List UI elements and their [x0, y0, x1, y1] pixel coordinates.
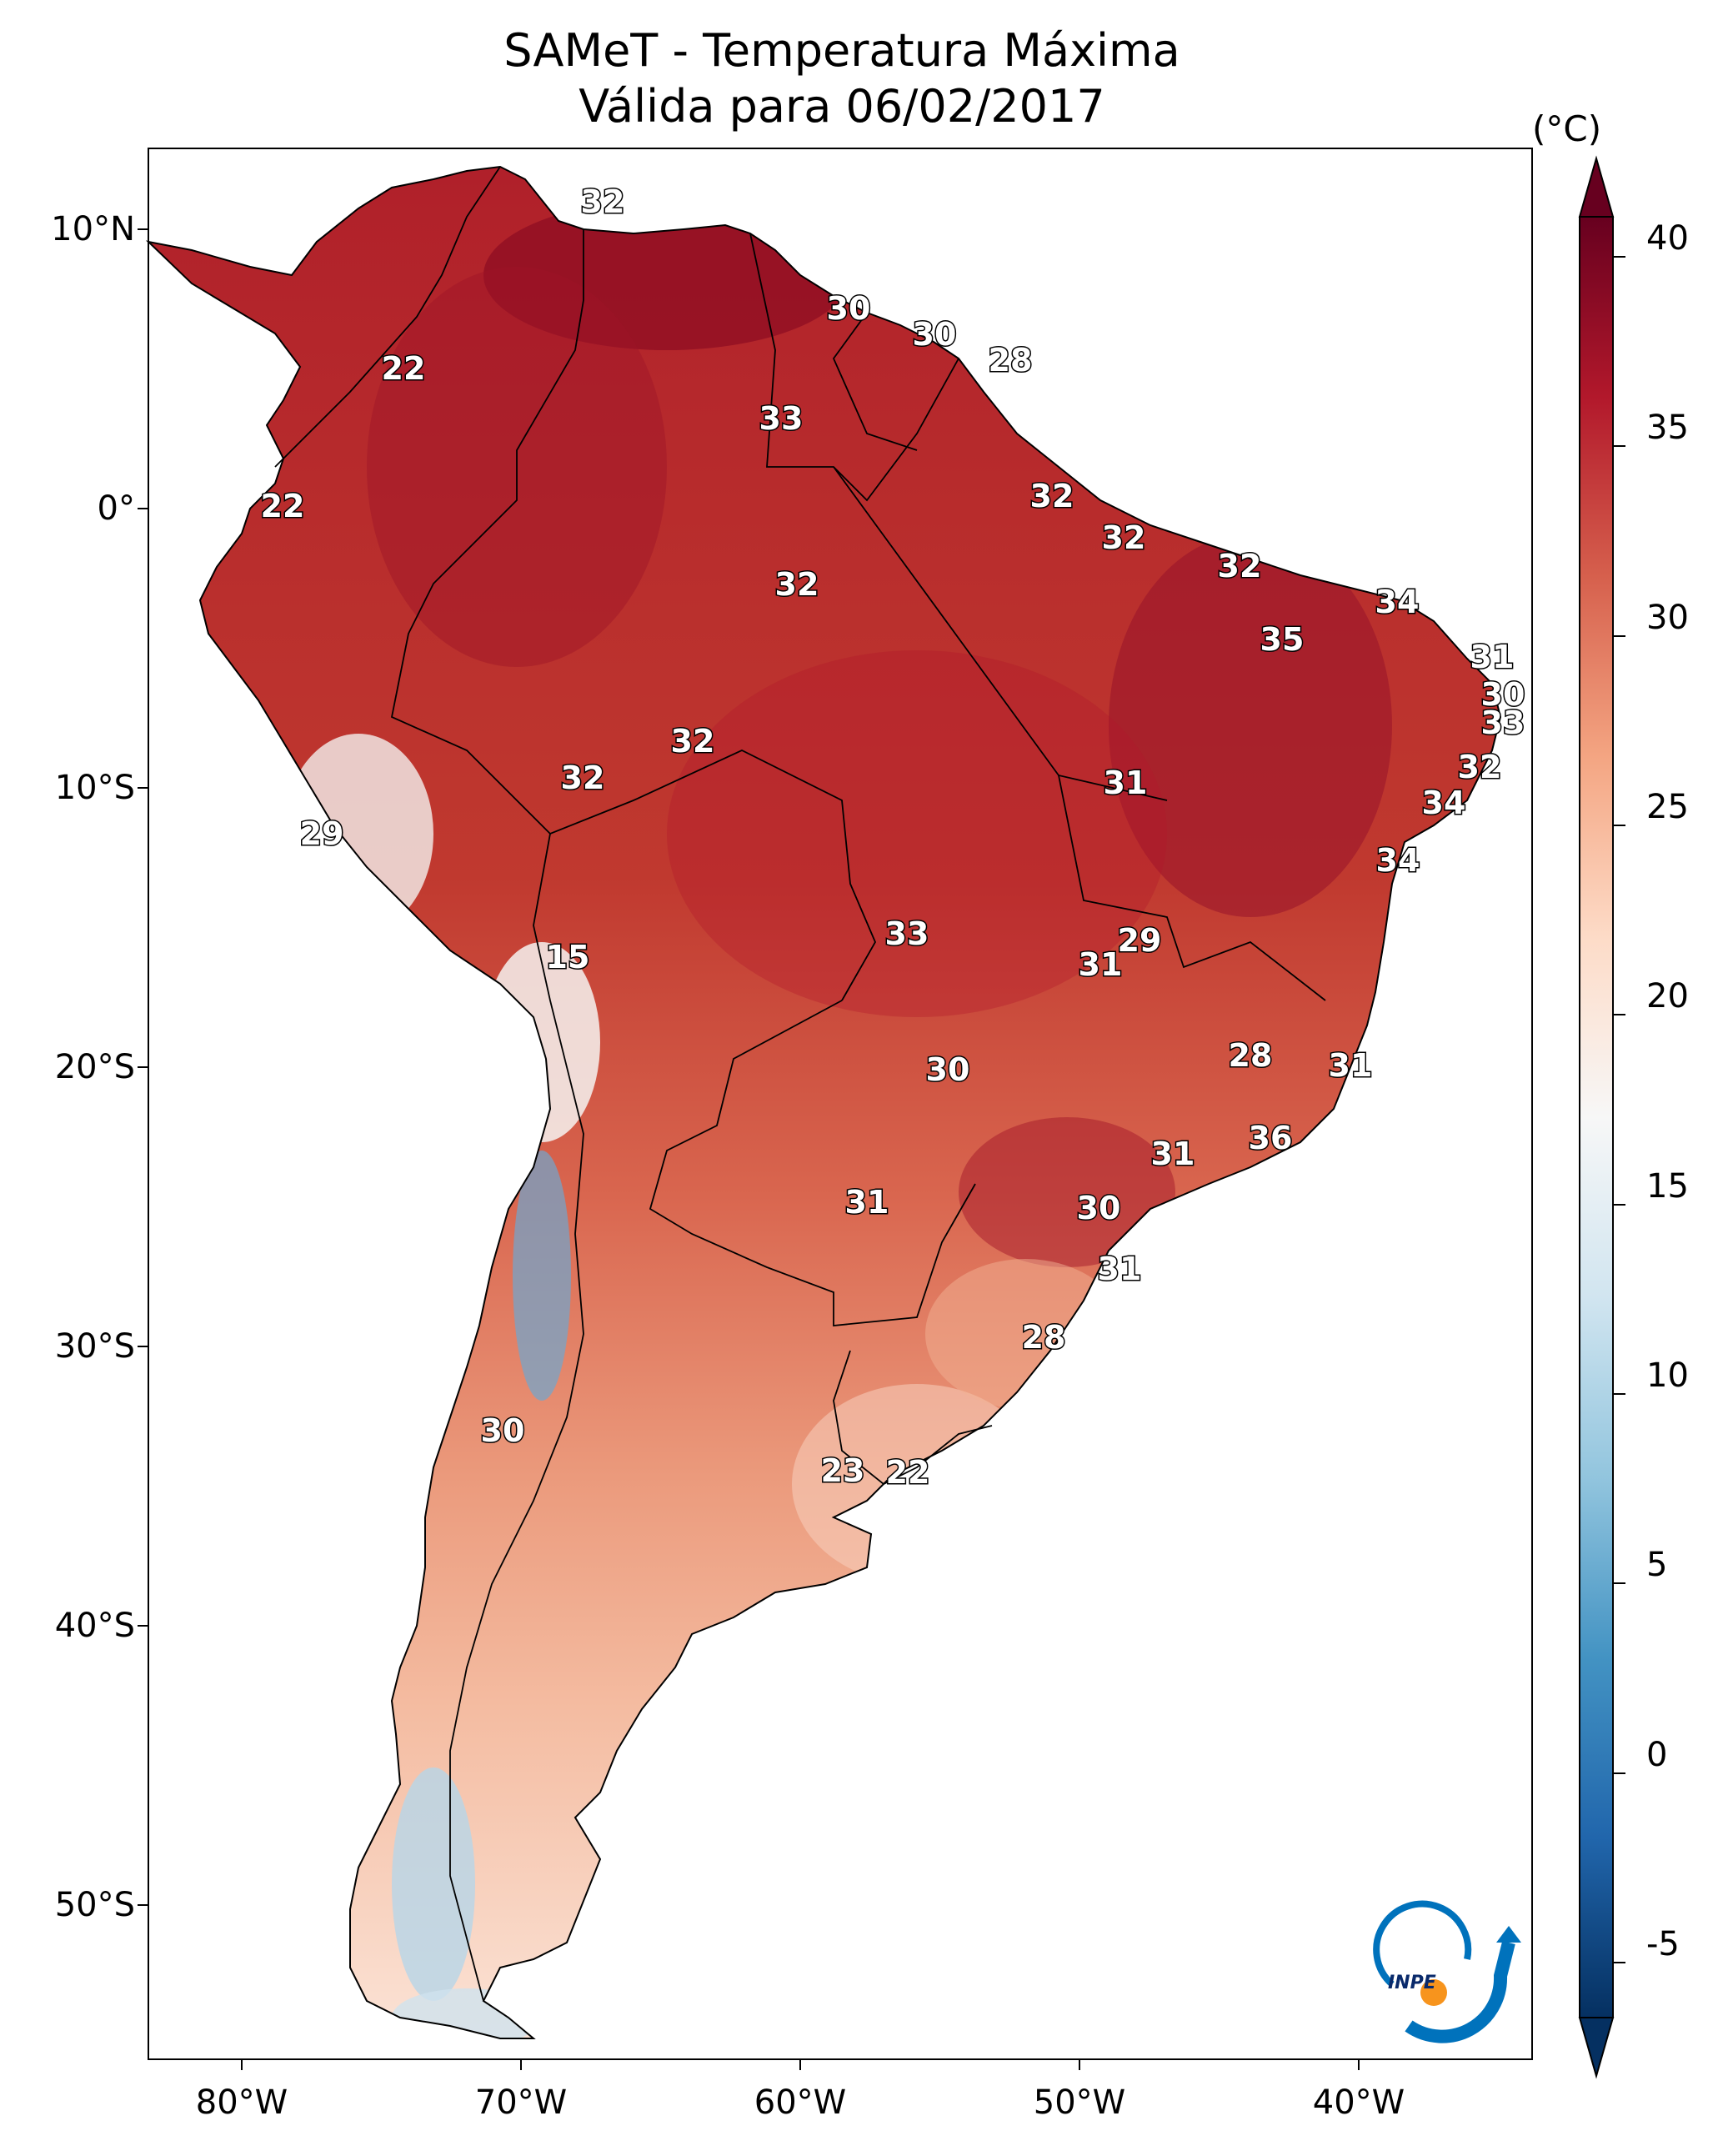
station-value-label: 22 [886, 1454, 930, 1491]
station-value-label: 15 [546, 939, 590, 975]
colorbar-top-arrow [1578, 155, 1615, 218]
lon-label: 40°W [1312, 2083, 1405, 2122]
lon-label: 80°W [195, 2083, 288, 2122]
station-value-label: 31 [1151, 1136, 1195, 1172]
station-value-label: 33 [1481, 704, 1525, 741]
logo-swoosh-icon [1405, 1941, 1515, 2043]
station-value-label: 22 [261, 488, 305, 524]
station-value-label: 33 [885, 915, 929, 952]
station-value-label: 34 [1422, 785, 1466, 821]
station-value-label: 30 [827, 290, 871, 327]
station-value-label: 31 [1470, 639, 1515, 675]
lon-label: 50°W [1033, 2083, 1126, 2122]
colorbar [1578, 155, 1625, 2079]
station-value-label: 31 [845, 1184, 889, 1221]
station-value-label: 33 [759, 400, 804, 437]
colorbar-tick-label: -5 [1646, 1925, 1680, 1963]
axis-ticks [138, 228, 1360, 2070]
station-value-label: 32 [561, 760, 605, 796]
logo-ring-icon [1373, 1900, 1472, 1988]
lat-label: 20°S [54, 1048, 135, 1086]
lat-label: 30°S [54, 1327, 135, 1366]
lon-label: 60°W [754, 2083, 847, 2122]
station-value-label: 22 [382, 350, 426, 387]
logo-arrow-icon [1496, 1926, 1521, 1943]
map-title: SAMeT - Temperatura Máxima [503, 24, 1180, 77]
lat-label: 10°N [51, 210, 135, 248]
station-value-label: 30 [481, 1412, 525, 1449]
inpe-logo: INPE [1373, 1900, 1521, 2043]
station-value-label: 29 [300, 815, 344, 852]
station-value-label: 35 [1260, 621, 1305, 658]
logo-dot-icon [1420, 1979, 1447, 2006]
lon-label: 70°W [474, 2083, 568, 2122]
station-value-label: 29 [1118, 922, 1162, 959]
station-value-label: 31 [1104, 765, 1148, 801]
station-value-label: 32 [1218, 548, 1262, 584]
station-value-label: 32 [671, 723, 715, 760]
station-value-label: 32 [581, 183, 625, 220]
colorbar-tick-label: 5 [1646, 1546, 1668, 1584]
lat-label: 0° [97, 489, 135, 528]
station-value-label: 34 [1375, 584, 1420, 620]
colorbar-tick-label: 30 [1646, 599, 1689, 637]
lat-label: 10°S [54, 769, 135, 807]
station-value-label: 32 [1458, 749, 1502, 785]
colorbar-tick-label: 20 [1646, 977, 1689, 1015]
station-value-label: 30 [1077, 1190, 1121, 1226]
station-value-label: 28 [1022, 1319, 1066, 1356]
station-value-label: 31 [1098, 1251, 1142, 1287]
logo-text: INPE [1388, 1973, 1436, 1993]
station-value-label: 36 [1249, 1120, 1293, 1156]
colorbar-tick-label: 0 [1646, 1736, 1668, 1774]
station-value-label: 30 [913, 316, 957, 353]
station-value-label: 28 [989, 342, 1033, 379]
station-value-label: 30 [1481, 676, 1525, 713]
map-subtitle: Válida para 06/02/2017 [579, 80, 1105, 133]
station-value-label: 28 [1229, 1037, 1273, 1074]
station-value-label: 32 [1030, 478, 1074, 514]
colorbar-tick-label: 35 [1646, 409, 1689, 447]
station-value-label: 32 [1102, 519, 1146, 556]
colorbar-tick-label: 15 [1646, 1167, 1689, 1206]
station-value-label: 31 [1329, 1047, 1373, 1084]
station-value-label: 31 [1079, 946, 1123, 983]
station-value-label: 34 [1376, 842, 1420, 879]
colorbar-tick-label: 40 [1646, 219, 1689, 258]
station-value-label: 23 [821, 1452, 865, 1489]
station-value-label: 32 [775, 566, 819, 603]
lat-label: 50°S [54, 1886, 135, 1924]
colorbar-bottom-arrow [1578, 2017, 1615, 2079]
station-value-label: 30 [926, 1051, 970, 1088]
lat-label: 40°S [54, 1607, 135, 1645]
colorbar-tick-label: 25 [1646, 788, 1689, 826]
colorbar-tick-label: 10 [1646, 1356, 1689, 1395]
country-borders [274, 166, 1326, 2002]
colorbar-unit: (°C) [1532, 108, 1602, 149]
